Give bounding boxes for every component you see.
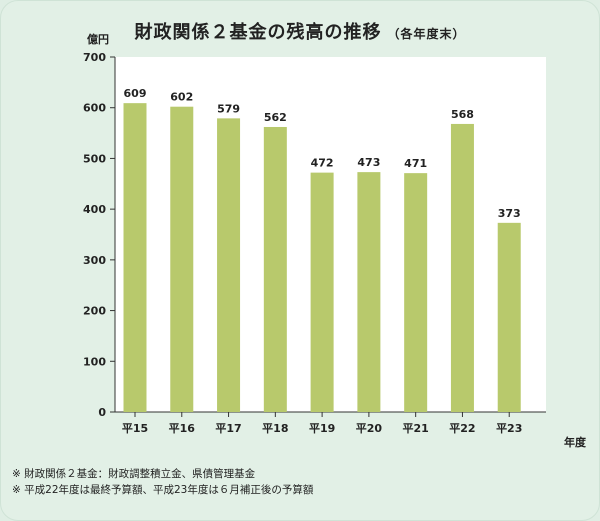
data-label: 373	[498, 207, 521, 220]
data-label: 568	[451, 108, 474, 121]
y-tick-label: 700	[83, 51, 106, 64]
data-label: 602	[170, 91, 193, 104]
bar	[404, 173, 428, 412]
bar	[357, 172, 381, 412]
x-axis-label: 年度	[564, 435, 587, 449]
x-tick-label: 平19	[309, 422, 335, 435]
data-label: 473	[357, 156, 380, 169]
data-label: 472	[311, 157, 334, 170]
x-tick-label: 平17	[215, 422, 241, 435]
y-tick-label: 300	[83, 254, 106, 267]
y-tick-label: 0	[98, 406, 106, 419]
x-tick-label: 平20	[356, 422, 383, 435]
footnote-1: ※ 財政関係２基金：財政調整積立金、県債管理基金	[12, 468, 256, 480]
bar	[497, 222, 521, 412]
y-axis-label: 億円	[87, 32, 109, 46]
chart-title: 財政関係２基金の残高の推移 （各年度末）	[0, 18, 600, 44]
data-label: 471	[404, 157, 427, 170]
data-label: 579	[217, 102, 240, 115]
y-tick-label: 600	[83, 102, 106, 115]
x-tick-label: 平23	[496, 422, 522, 435]
x-tick-label: 平22	[449, 422, 475, 435]
footnote-2: ※ 平成22年度は最終予算額、平成23年度は６月補正後の予算額	[12, 484, 314, 496]
y-tick-label: 200	[83, 305, 106, 318]
bar	[450, 123, 474, 412]
y-tick-label: 500	[83, 152, 106, 165]
data-label: 562	[264, 111, 287, 124]
y-tick-label: 100	[83, 355, 106, 368]
x-tick-label: 平16	[169, 422, 196, 435]
bar	[170, 106, 194, 412]
bar	[217, 118, 241, 412]
bar	[123, 103, 147, 413]
bar	[263, 126, 287, 412]
x-tick-label: 平15	[122, 422, 148, 435]
chart-subtitle: （各年度末）	[387, 27, 466, 41]
bar	[310, 172, 334, 412]
x-tick-label: 平21	[403, 422, 429, 435]
chart-title-text: 財政関係２基金の残高の推移	[134, 22, 382, 43]
footnotes: ※ 財政関係２基金：財政調整積立金、県債管理基金 ※ 平成22年度は最終予算額、…	[12, 466, 313, 498]
x-tick-label: 平18	[262, 422, 288, 435]
y-tick-label: 400	[83, 203, 106, 216]
bar-chart: 0 100 200 300 400 500 600 700 億円 609 平15 602 平16 579 平…	[83, 32, 587, 449]
data-label: 609	[124, 87, 147, 100]
